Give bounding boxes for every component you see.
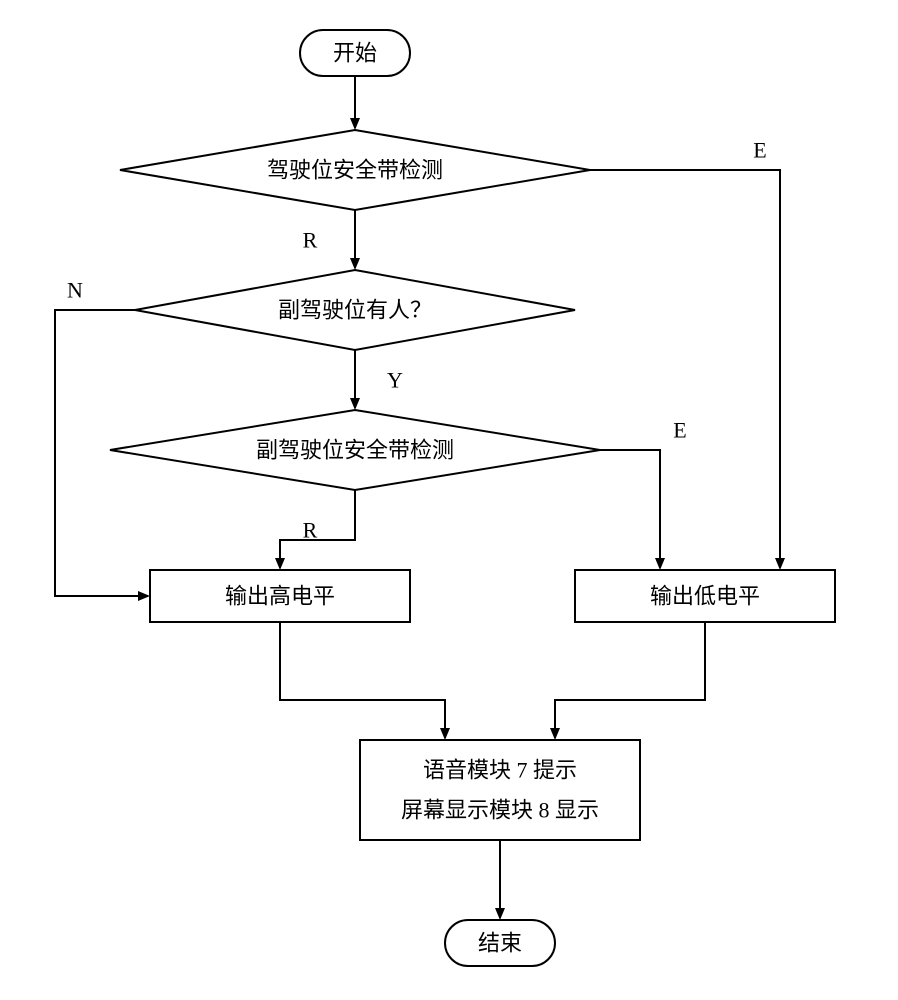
node-start: 开始 xyxy=(300,30,410,76)
node-voice-line1: 语音模块 7 提示 xyxy=(423,758,577,783)
edge-d2-Y-label: Y xyxy=(387,368,403,393)
node-d1-label: 驾驶位安全带检测 xyxy=(267,158,443,183)
node-output-high: 输出高电平 xyxy=(150,570,410,622)
node-output-low: 输出低电平 xyxy=(575,570,835,622)
node-voice-line2: 屏幕显示模块 8 显示 xyxy=(401,798,599,823)
edge-d3-R xyxy=(280,490,355,568)
node-d1-driver-seatbelt-check: 驾驶位安全带检测 xyxy=(120,130,590,210)
edge-low-voice xyxy=(555,622,705,738)
edge-d1-E-label: E xyxy=(753,138,766,163)
node-end-label: 结束 xyxy=(478,931,522,956)
node-end: 结束 xyxy=(445,920,555,966)
node-output-high-label: 输出高电平 xyxy=(225,584,335,609)
node-d3-passenger-seatbelt-check: 副驾驶位安全带检测 xyxy=(110,410,600,490)
edge-d1-E xyxy=(590,170,780,568)
node-d2-label: 副驾驶位有人？ xyxy=(278,298,432,323)
edge-d3-E xyxy=(600,450,660,568)
edge-d3-R-label: R xyxy=(303,518,318,543)
node-start-label: 开始 xyxy=(333,41,377,66)
edge-d1-R-label: R xyxy=(303,228,318,253)
node-voice-display: 语音模块 7 提示 屏幕显示模块 8 显示 xyxy=(360,740,640,840)
flowchart: 开始 驾驶位安全带检测 副驾驶位有人？ 副驾驶位安全带检测 输出高电平 输出低电… xyxy=(0,0,898,1000)
edge-high-voice xyxy=(280,622,445,738)
node-output-low-label: 输出低电平 xyxy=(650,584,760,609)
node-d2-passenger-present: 副驾驶位有人？ xyxy=(135,270,575,350)
edge-d2-N-label: N xyxy=(67,278,83,303)
edge-d3-E-label: E xyxy=(673,418,686,443)
node-d3-label: 副驾驶位安全带检测 xyxy=(256,438,454,463)
